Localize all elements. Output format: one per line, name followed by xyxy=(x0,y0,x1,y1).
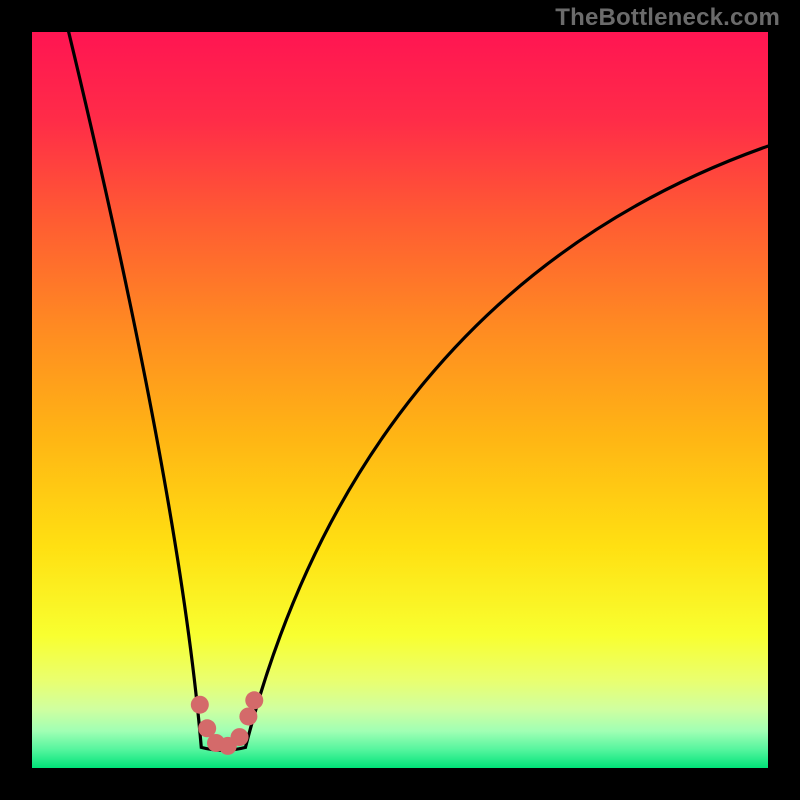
chart-root: TheBottleneck.com xyxy=(0,0,800,800)
plot-area xyxy=(32,32,768,768)
watermark: TheBottleneck.com xyxy=(555,4,780,32)
